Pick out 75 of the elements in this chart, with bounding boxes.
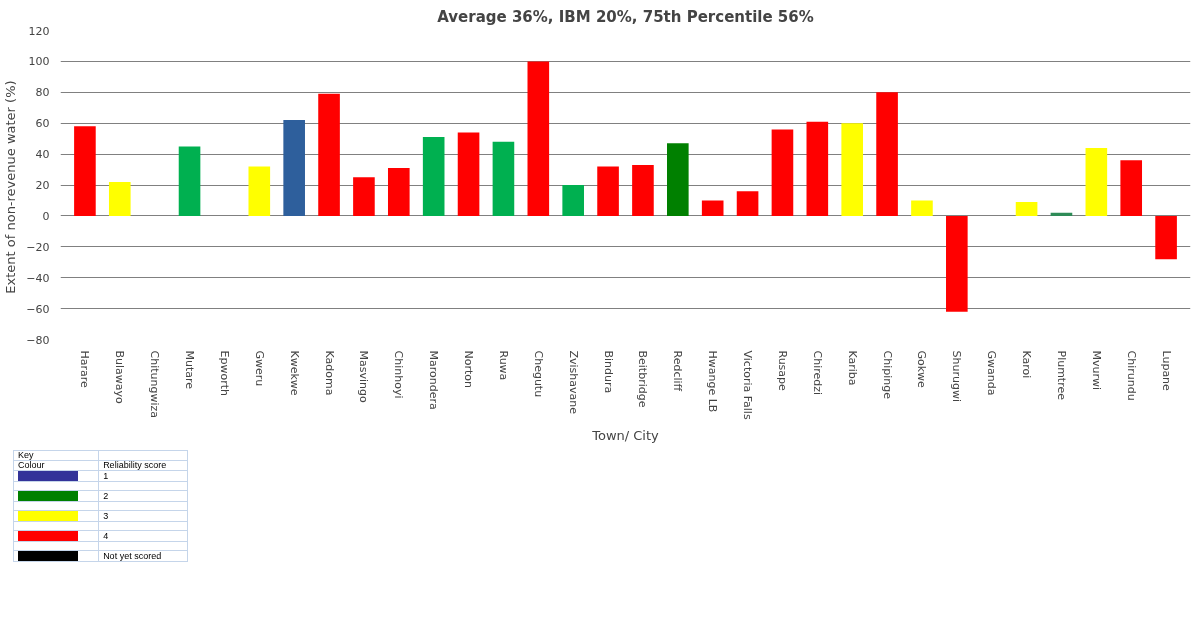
bar	[492, 141, 515, 216]
bar	[667, 143, 689, 216]
bar	[701, 200, 724, 216]
bar	[1015, 201, 1038, 216]
y-tick-label: 100	[28, 55, 50, 69]
bar	[562, 185, 584, 216]
x-tick-label: Epworth	[217, 350, 231, 396]
x-tick-label: Lupane	[1159, 350, 1173, 392]
x-tick-label: Beitbridge	[636, 350, 650, 408]
x-axis-title: Town/ City	[591, 427, 660, 443]
x-tick-label: Redcliff	[671, 350, 685, 392]
x-tick-label: Marondera	[427, 350, 441, 410]
bar	[422, 137, 445, 216]
bar	[736, 191, 759, 216]
y-tick-label: 120	[28, 24, 50, 38]
x-tick-label: Shurugwi	[950, 350, 964, 402]
y-tick-label: 0	[42, 209, 50, 223]
y-tick-label: −80	[26, 333, 50, 347]
bar	[1050, 212, 1073, 216]
x-tick-label: Karoi	[1020, 350, 1034, 379]
x-tick-label: Ruwa	[496, 350, 510, 381]
bar	[457, 132, 480, 216]
y-tick-label: 40	[35, 148, 50, 162]
bar	[353, 177, 375, 216]
bar	[283, 120, 305, 216]
x-tick-label: Norton	[462, 350, 476, 389]
bar	[108, 181, 131, 216]
bar	[841, 123, 864, 216]
x-tick-label: Chirundu	[1124, 350, 1138, 401]
bar	[74, 126, 96, 216]
y-tick-label: 20	[35, 179, 50, 192]
bar	[771, 129, 794, 216]
bar	[632, 164, 654, 216]
x-tick-label: Kwekwe	[287, 350, 301, 396]
x-tick-label: Gweru	[252, 350, 266, 387]
bar	[946, 215, 968, 312]
x-tick-label: Bulawayo	[113, 350, 127, 405]
x-tick-label: Chipinge	[880, 350, 894, 400]
y-axis-title: Extent of non-revenue water (%)	[3, 80, 19, 294]
y-tick-label: −20	[26, 240, 50, 254]
x-tick-label: Mvurwi	[1089, 350, 1103, 391]
y-tick-label: 60	[35, 117, 50, 131]
x-tick-label: Mutare	[183, 350, 197, 390]
x-tick-label: Chiredzi	[810, 350, 824, 396]
x-tick-label: Harare	[78, 350, 92, 389]
chart-title: Average 36%, IBM 20%, 75th Percentile 56%	[437, 7, 814, 26]
y-tick-label: 80	[35, 86, 50, 100]
x-tick-label: Bindura	[601, 350, 615, 394]
bar	[387, 168, 410, 216]
x-tick-label: Victoria Falls	[741, 350, 755, 420]
bar	[1120, 160, 1143, 216]
x-tick-label: Gokwe	[915, 350, 929, 389]
x-tick-label: Kariba	[845, 350, 859, 386]
y-tick-label: −60	[26, 302, 50, 316]
x-tick-label: Masvingo	[357, 350, 371, 403]
x-tick-label: Chinhoyi	[392, 350, 406, 399]
bar	[1085, 147, 1108, 216]
x-tick-label: Kadoma	[322, 350, 336, 396]
bar	[178, 146, 201, 216]
x-tick-label: Chegutu	[531, 350, 545, 398]
bar	[876, 92, 898, 216]
x-tick-label: Rusape	[775, 350, 789, 392]
bar	[806, 121, 829, 216]
x-tick-label: Plumtree	[1054, 350, 1068, 401]
bar	[318, 93, 340, 216]
x-tick-label: Zvishavane	[566, 350, 580, 415]
x-tick-label: Gwanda	[985, 350, 999, 396]
y-tick-label: −40	[26, 271, 50, 285]
x-tick-label: Hwange LB	[706, 350, 720, 413]
bar	[597, 166, 619, 216]
bar	[1155, 215, 1177, 260]
bar	[248, 166, 271, 216]
x-tick-label: Chitungwiza	[148, 350, 162, 419]
bar	[911, 200, 933, 216]
bar	[527, 61, 550, 216]
